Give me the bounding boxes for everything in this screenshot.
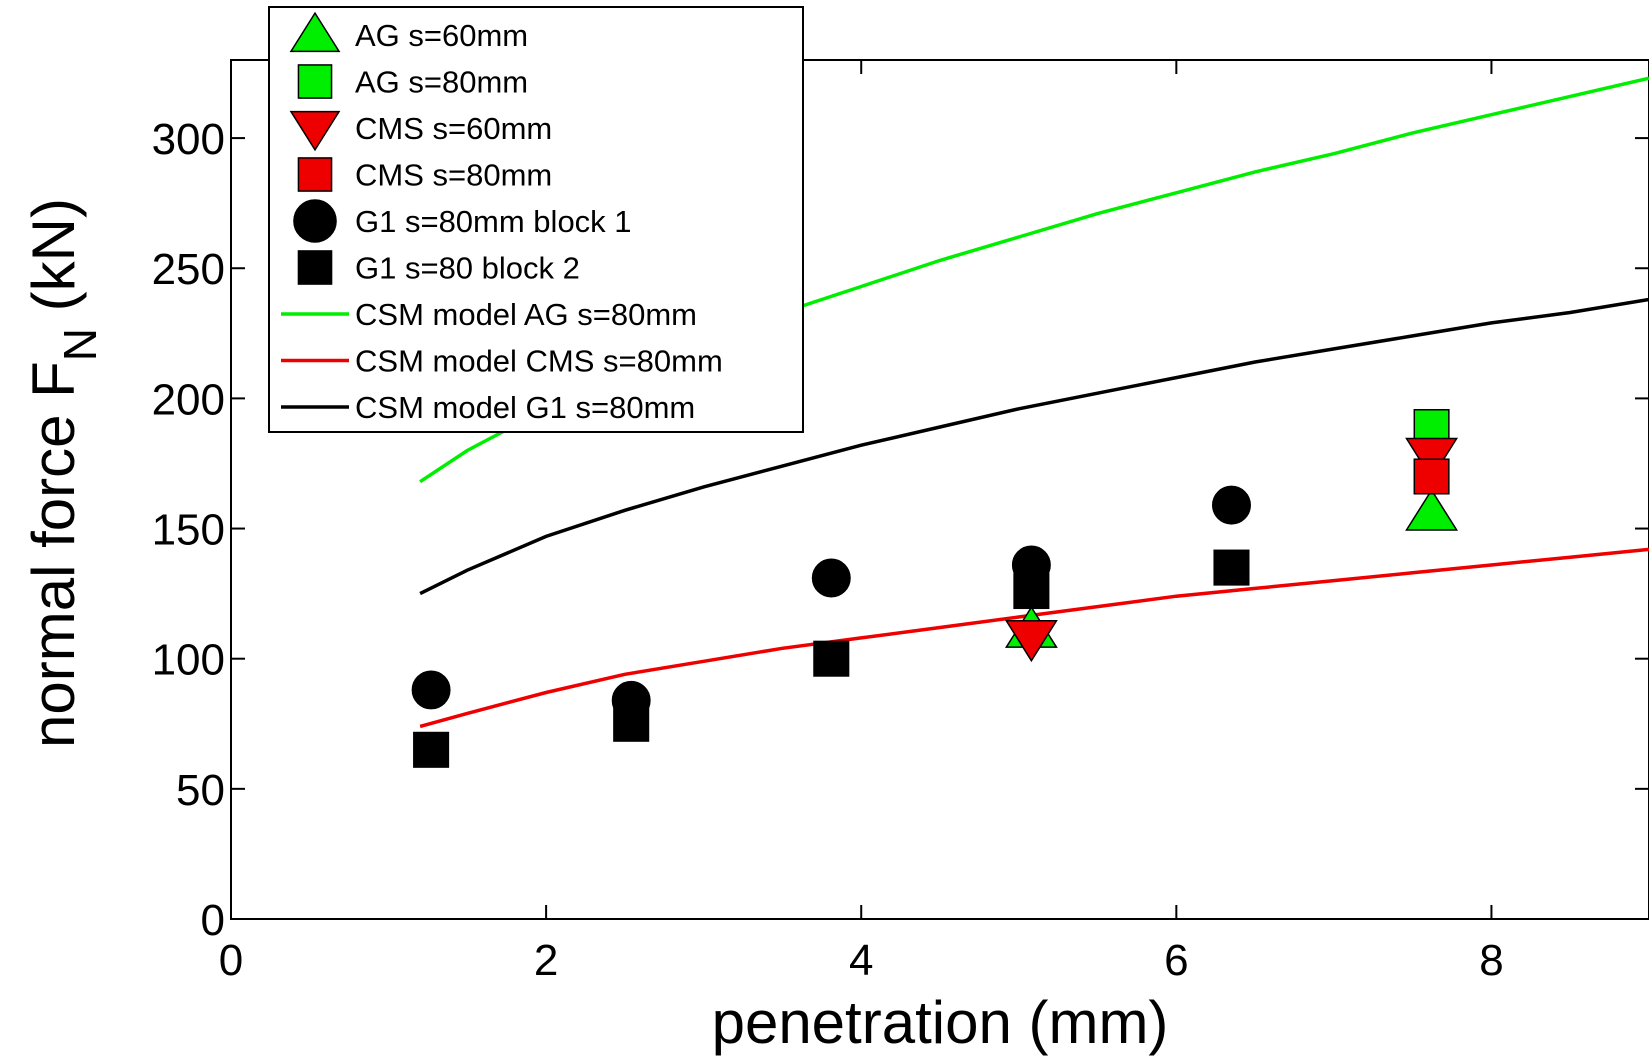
y-axis-title-subscript: N [54, 328, 106, 361]
series-4-point [811, 558, 851, 598]
legend-label: CMS s=60mm [355, 111, 552, 146]
series-5-point [413, 731, 450, 768]
y-tick-label: 100 [152, 636, 225, 685]
x-tick-label: 6 [1164, 936, 1188, 985]
y-axis-title: normal force FN (kN) [20, 198, 106, 748]
axis-ticks [230, 60, 1649, 920]
y-tick-label: 0 [201, 896, 225, 945]
legend: AG s=60mm AG s=80mm CMS s=60mm CMS s=80mm G1… [268, 6, 804, 433]
y-tick-label: 150 [152, 506, 225, 555]
series-5-point [1213, 549, 1250, 586]
x-tick-label: 0 [219, 936, 243, 985]
series-0-point [1405, 488, 1459, 531]
legend-box [268, 6, 804, 433]
series-5-point [813, 640, 850, 677]
y-tick-label: 300 [152, 115, 225, 164]
series-7-line [419, 547, 1649, 729]
y-axis-title-unit: (kN) [20, 198, 87, 328]
series-5-point [613, 705, 650, 742]
legend-swatch [297, 64, 333, 99]
legend-label: CSM model AG s=80mm [355, 297, 697, 332]
y-tick-label: 50 [176, 766, 225, 815]
legend-swatch [289, 110, 341, 152]
legend-label: G1 s=80mm block 1 [355, 204, 632, 239]
series-2-point [1004, 620, 1058, 663]
series-8-line [419, 297, 1649, 596]
legend-label: AG s=60mm [355, 18, 528, 53]
legend-label: CSM model CMS s=80mm [355, 344, 723, 379]
legend-swatch [297, 157, 333, 192]
legend-label: G1 s=80 block 2 [355, 251, 580, 286]
axis-tick-labels: 0 2 4 6 8 0 50 100 150 200 250 300 [152, 115, 1504, 985]
legend-label: AG s=80mm [355, 65, 528, 100]
series-4-point [1212, 485, 1251, 525]
x-tick-label: 8 [1479, 936, 1503, 985]
legend-swatch [289, 11, 341, 53]
series-4-point [411, 670, 451, 710]
legend-label: CSM model G1 s=80mm [355, 390, 695, 425]
y-tick-label: 200 [152, 375, 225, 424]
data-markers [411, 408, 1459, 768]
x-tick-label: 2 [534, 936, 558, 985]
legend-label: CMS s=80mm [355, 158, 552, 193]
legend-swatch [297, 250, 333, 285]
legend-swatch [293, 199, 337, 243]
y-tick-label: 250 [152, 245, 225, 294]
x-axis-title: penetration (mm) [712, 989, 1169, 1056]
x-tick-label: 4 [849, 936, 873, 985]
series-3-point [1413, 458, 1450, 495]
series-5-point [1013, 572, 1050, 610]
y-axis-title-main: normal force F [20, 361, 87, 748]
